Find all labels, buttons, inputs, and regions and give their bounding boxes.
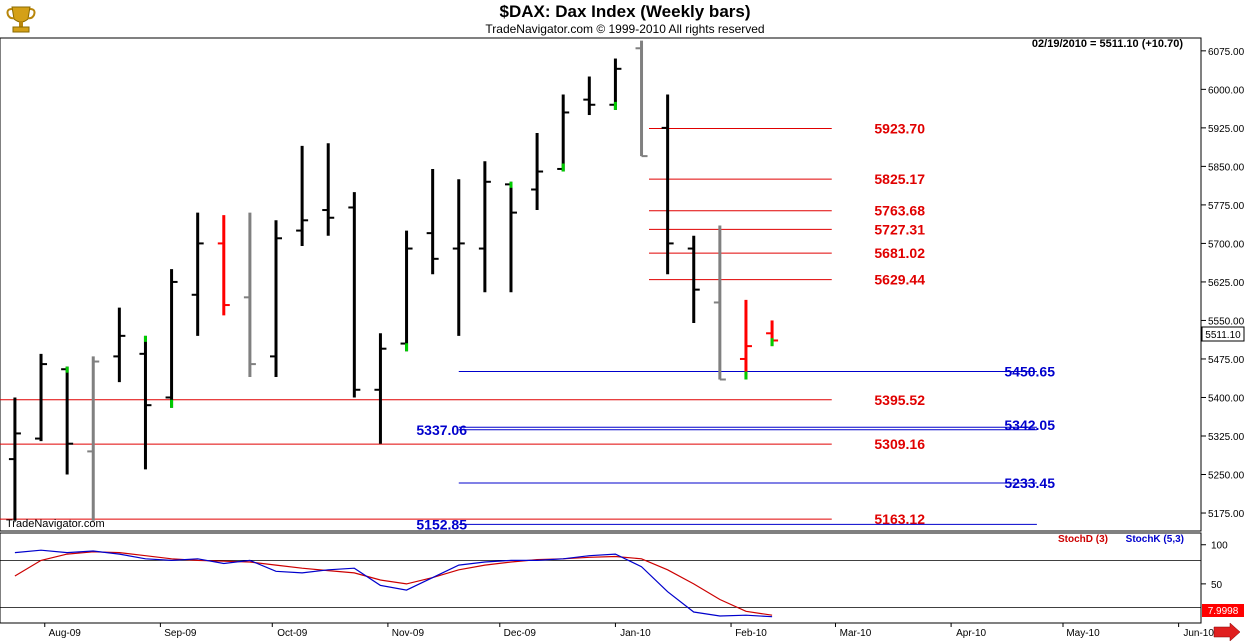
y-tick-label: 5700.00 xyxy=(1208,239,1245,250)
price-levels: 5923.70 5825.17 5763.68 5727.31 5681.02 5629.… xyxy=(0,121,1055,532)
y-tick-label: 5850.00 xyxy=(1208,162,1245,173)
x-tick-label: Aug-09 xyxy=(49,628,82,639)
gold-trophy-icon xyxy=(6,6,36,33)
x-tick-label: Dec-09 xyxy=(504,628,537,639)
y-tick-label: 5400.00 xyxy=(1208,393,1245,404)
chart-title: $DAX: Dax Index (Weekly bars) xyxy=(499,2,751,21)
x-tick-label: Nov-09 xyxy=(392,628,425,639)
y-tick-label: 5475.00 xyxy=(1208,355,1245,366)
x-tick-label: Oct-09 xyxy=(277,628,307,639)
stoch-last-value-label: 7.9998 xyxy=(1208,606,1239,617)
y-tick-label: 5925.00 xyxy=(1208,124,1245,135)
x-tick-label: Feb-10 xyxy=(735,628,767,639)
level-label: 5233.45 xyxy=(1004,475,1055,491)
level-label: 5923.70 xyxy=(874,121,925,137)
price-last-value-badge xyxy=(1201,326,1245,342)
y-tick-label: 5175.00 xyxy=(1208,509,1245,520)
y-tick-label: 6000.00 xyxy=(1208,85,1245,96)
stochastic-axis: 100 50 xyxy=(1201,541,1228,591)
stoch-series-line xyxy=(14,549,773,618)
level-label: 5450.65 xyxy=(1004,363,1055,379)
watermark-text: TradeNavigator.com xyxy=(6,518,105,530)
x-tick-label: Mar-10 xyxy=(840,628,872,639)
y-tick-label: 5325.00 xyxy=(1208,432,1245,443)
y-tick-label: 5550.00 xyxy=(1208,316,1245,327)
legend-stochk: StochK (5,3) xyxy=(1126,534,1184,545)
level-label: 5163.12 xyxy=(874,511,925,527)
level-label: 5825.17 xyxy=(874,171,925,187)
stochastic-panel xyxy=(0,532,1202,624)
stoch-y-tick-label: 100 xyxy=(1211,541,1228,552)
level-label: 5309.16 xyxy=(874,436,925,452)
level-label: 5727.31 xyxy=(874,221,925,237)
copyright-text: TradeNavigator.com © 1999-2010 All right… xyxy=(485,22,765,36)
y-tick-label: 5625.00 xyxy=(1208,278,1245,289)
price-panel xyxy=(0,37,1202,532)
level-label: 5152.85 xyxy=(416,516,467,532)
stoch-series-line xyxy=(14,551,773,616)
price-bars xyxy=(8,40,779,521)
y-tick-label: 6075.00 xyxy=(1208,47,1245,58)
price-axis: 5175.00 5250.00 5325.00 5400.00 5475.00 5550.… xyxy=(1201,47,1245,520)
level-label: 5342.05 xyxy=(1004,417,1055,433)
date-axis: Aug-09 Sep-09 Oct-09 Nov-09 Dec-09 Jan-10 Feb-… xyxy=(44,623,1214,639)
stoch-y-tick-label: 50 xyxy=(1211,580,1223,591)
x-tick-label: Sep-09 xyxy=(164,628,197,639)
price-last-value-label: 5511.10 xyxy=(1205,330,1241,341)
stochastic-lines xyxy=(14,549,773,618)
x-tick-label: Jun-10 xyxy=(1183,628,1214,639)
scroll-right-arrow-icon[interactable] xyxy=(1213,622,1241,642)
x-tick-label: Apr-10 xyxy=(956,628,986,639)
x-tick-label: May-10 xyxy=(1066,628,1100,639)
level-label: 5337.06 xyxy=(416,422,467,438)
last-quote-text: 02/19/2010 = 5511.10 (+10.70) xyxy=(1032,38,1183,50)
x-tick-label: Jan-10 xyxy=(620,628,651,639)
level-label: 5629.44 xyxy=(874,272,925,288)
level-label: 5395.52 xyxy=(874,392,925,408)
y-tick-label: 5775.00 xyxy=(1208,201,1245,212)
y-tick-label: 5250.00 xyxy=(1208,471,1245,482)
legend-stochd: StochD (3) xyxy=(1058,534,1108,545)
level-label: 5681.02 xyxy=(874,245,925,261)
level-label: 5763.68 xyxy=(874,203,925,219)
stoch-last-value-badge xyxy=(1202,604,1244,617)
